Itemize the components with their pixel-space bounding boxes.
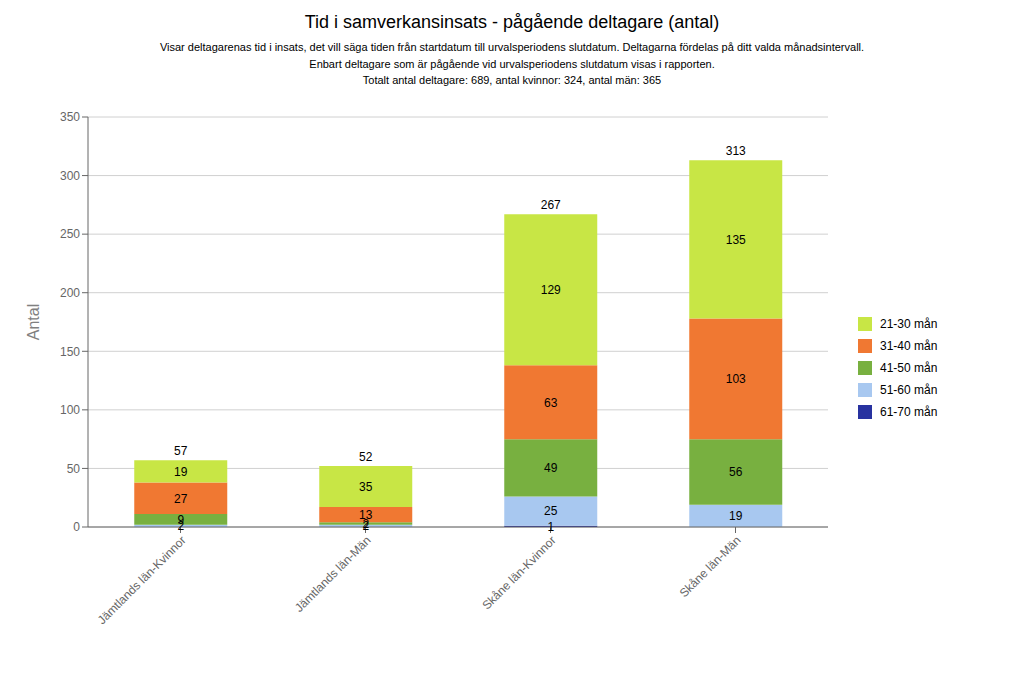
html-text:21-30 mån: 21-30 mån: [880, 316, 938, 331]
svg-text:Antal: Antal: [25, 303, 42, 339]
svg-text:49: 49: [544, 461, 558, 475]
html-text:Enbart deltagare som är pågåen: Enbart deltagare som är pågående vid urv…: [309, 57, 715, 70]
svg-text:9: 9: [177, 512, 184, 526]
svg-text:0: 0: [73, 520, 80, 534]
html-text:Totalt antal deltagare: 689, a: Totalt antal deltagare: 689, antal kvinn…: [362, 74, 662, 86]
svg-text:Jämtlands län-Kvinnor: Jämtlands län-Kvinnor: [95, 533, 189, 627]
svg-text:350: 350: [60, 110, 80, 124]
html-text:Tid i samverkansinsats - pågåe: Tid i samverkansinsats - pågående deltag…: [304, 12, 720, 32]
svg-text:Jämtlands län-Män: Jämtlands län-Män: [292, 533, 374, 615]
svg-text:1: 1: [547, 519, 554, 533]
svg-text:Skåne län-Män: Skåne län-Män: [677, 533, 744, 600]
html-text:41-50 mån: 41-50 mån: [880, 360, 938, 375]
svg-text:19: 19: [729, 509, 743, 523]
svg-text:50: 50: [67, 461, 81, 475]
svg-text:52: 52: [359, 450, 373, 464]
svg-text:13: 13: [359, 507, 373, 521]
svg-text:35: 35: [359, 479, 373, 493]
svg-text:267: 267: [541, 198, 561, 212]
svg-text:100: 100: [60, 403, 80, 417]
svg-text:150: 150: [60, 344, 80, 358]
svg-text:57: 57: [174, 444, 188, 458]
svg-text:135: 135: [726, 232, 746, 246]
svg-text:103: 103: [726, 372, 746, 386]
svg-text:19: 19: [174, 464, 188, 478]
svg-text:300: 300: [60, 168, 80, 182]
svg-text:129: 129: [541, 283, 561, 297]
svg-text:200: 200: [60, 285, 80, 299]
html-text:61-70 mån: 61-70 mån: [880, 404, 938, 419]
svg-text:250: 250: [60, 227, 80, 241]
svg-text:63: 63: [544, 395, 558, 409]
svg-text:25: 25: [544, 504, 558, 518]
svg-text:27: 27: [174, 491, 188, 505]
html-text:31-40 mån: 31-40 mån: [880, 338, 938, 353]
svg-text:56: 56: [729, 465, 743, 479]
html-text:Visar deltagarenas tid i insat: Visar deltagarenas tid i insats, det vil…: [159, 41, 865, 53]
svg-text:313: 313: [726, 144, 746, 158]
svg-text:Skåne län-Kvinnor: Skåne län-Kvinnor: [479, 533, 558, 612]
html-text:51-60 mån: 51-60 mån: [880, 382, 938, 397]
